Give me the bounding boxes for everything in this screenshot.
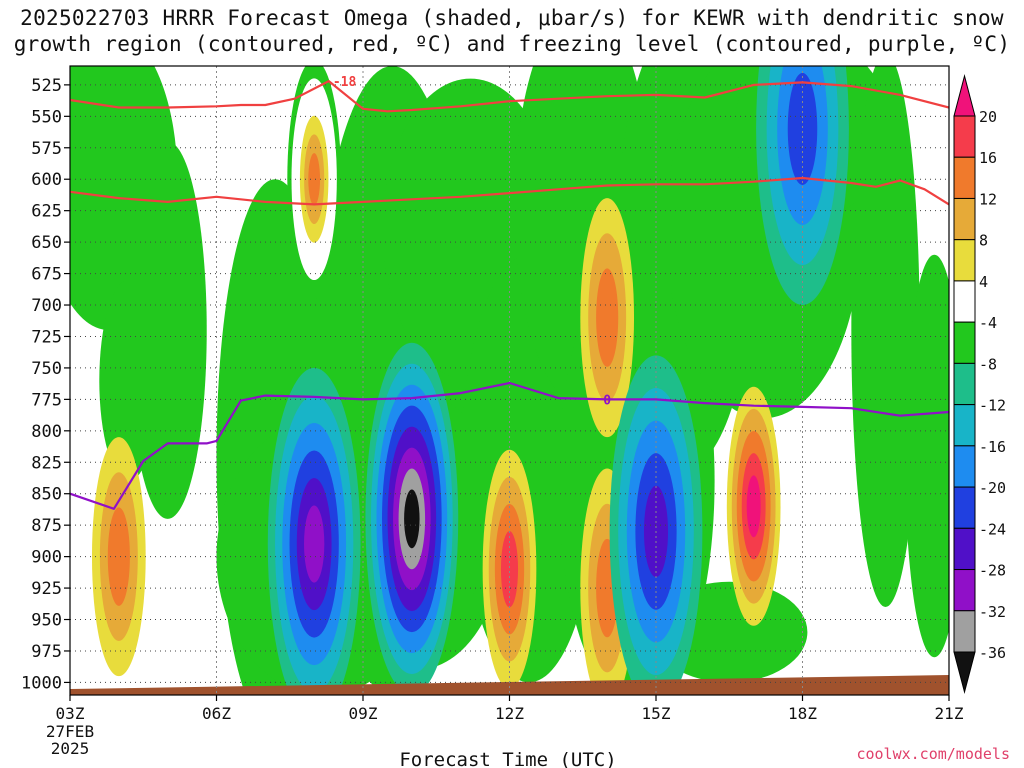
omega-feature-8 xyxy=(726,386,781,626)
y-tick-label-1: 550 xyxy=(31,107,62,127)
y-axis: 525 550 575 600 625 650 675 700 725 750 775 800 825 8… xyxy=(21,76,70,693)
colorbar-box-12 xyxy=(953,610,976,653)
colorbar-label-5: -4 xyxy=(979,314,997,332)
colorbar-label-11: -28 xyxy=(979,562,1006,580)
colorbar-box-11 xyxy=(953,569,976,612)
omega-level-5-2 xyxy=(596,268,619,367)
omega-region-2 xyxy=(128,141,207,519)
y-tick-label-19: 1000 xyxy=(21,673,62,693)
colorbar-label-0: 20 xyxy=(979,108,997,126)
contour-line-0 xyxy=(70,79,949,113)
omega-feature-0 xyxy=(287,66,342,299)
date-label-year: 2025 xyxy=(51,739,90,758)
colorbar-label-2: 12 xyxy=(979,190,997,208)
y-tick-label-7: 700 xyxy=(31,296,62,316)
colorbar-arrow-top xyxy=(953,74,976,117)
colorbar-box-5 xyxy=(953,321,976,364)
colorbar-box-3 xyxy=(953,239,976,282)
colorbar: 20 16 12 8 4 -4 -8 -12 -16 -20 -24 -28 -32 -36 xyxy=(953,74,1006,694)
colorbar-label-3: 8 xyxy=(979,232,988,250)
colorbar-box-2 xyxy=(953,197,976,241)
colorbar-label-9: -20 xyxy=(979,479,1006,497)
y-tick-label-0: 525 xyxy=(31,76,62,96)
site-credit: coolwx.com/models xyxy=(856,745,1010,763)
omega-level-8-4 xyxy=(746,475,761,538)
colorbar-box-6 xyxy=(953,362,976,406)
y-tick-label-4: 625 xyxy=(31,202,62,222)
y-tick-label-18: 975 xyxy=(31,642,62,662)
colorbar-box-1 xyxy=(953,156,976,199)
omega-level-0-5 xyxy=(308,153,321,206)
x-axis: 03Z 06Z 09Z 12Z 15Z 18Z 21Z xyxy=(56,695,964,723)
contour-line-1 xyxy=(70,176,949,206)
y-tick-label-11: 800 xyxy=(31,422,62,442)
contour-line-2 xyxy=(70,381,949,510)
chart-title-line-2: growth region (contoured, red, ºC) and f… xyxy=(13,32,1011,56)
colorbar-arrow-bottom xyxy=(953,651,976,694)
omega-level-3-7 xyxy=(404,489,420,549)
colorbar-box-0 xyxy=(953,115,976,158)
omega-level-1-2 xyxy=(107,507,130,606)
colorbar-label-10: -24 xyxy=(979,520,1006,538)
chart-title-line-1: 2025022703 HRRR Forecast Omega (shaded, … xyxy=(20,6,1004,30)
plot-area: -18 0 xyxy=(69,65,950,696)
omega-level-9-3 xyxy=(787,72,818,185)
colorbar-box-10 xyxy=(953,527,976,571)
colorbar-box-4 xyxy=(953,280,976,323)
x-tick-label-0: 03Z xyxy=(56,704,85,723)
omega-feature-7 xyxy=(609,355,703,695)
y-tick-label-17: 950 xyxy=(31,611,62,631)
y-tick-label-3: 600 xyxy=(31,170,62,190)
contour-label-2: 0 xyxy=(603,393,611,408)
x-tick-label-1: 06Z xyxy=(202,704,231,723)
omega-feature-3 xyxy=(365,342,459,695)
x-tick-label-3: 12Z xyxy=(495,704,524,723)
omega-region-15 xyxy=(905,254,949,658)
omega-feature-1 xyxy=(91,437,146,677)
x-tick-label-4: 15Z xyxy=(642,704,671,723)
colorbar-label-7: -12 xyxy=(979,397,1006,415)
terrain-shading xyxy=(70,675,949,695)
y-tick-label-12: 825 xyxy=(31,453,62,473)
colorbar-label-4: 4 xyxy=(979,273,988,291)
x-axis-title: Forecast Time (UTC) xyxy=(399,749,616,768)
colorbar-label-1: 16 xyxy=(979,149,997,167)
date-label-day: 27FEB xyxy=(46,722,94,741)
y-tick-label-10: 775 xyxy=(31,390,62,410)
omega-feature-2 xyxy=(267,367,361,695)
x-tick-label-6: 21Z xyxy=(935,704,964,723)
y-tick-label-16: 925 xyxy=(31,579,62,599)
x-tick-label-2: 09Z xyxy=(349,704,378,723)
colorbar-label-13: -36 xyxy=(979,644,1006,662)
omega-feature-5 xyxy=(580,198,635,438)
omega-level-2-5 xyxy=(304,505,325,583)
omega-feature-9 xyxy=(756,66,849,305)
omega-field xyxy=(70,66,949,695)
x-tick-label-5: 18Z xyxy=(788,704,817,723)
y-tick-label-2: 575 xyxy=(31,139,62,159)
colorbar-label-12: -32 xyxy=(979,603,1006,621)
y-tick-label-6: 675 xyxy=(31,265,62,285)
colorbar-box-8 xyxy=(953,445,976,488)
contour-label-0: -18 xyxy=(333,75,357,90)
y-tick-label-8: 725 xyxy=(31,327,62,347)
y-tick-label-5: 650 xyxy=(31,233,62,253)
temperature-contours: -18 0 xyxy=(70,75,949,510)
y-tick-label-9: 750 xyxy=(31,359,62,379)
colorbar-label-8: -16 xyxy=(979,438,1006,456)
colorbar-box-9 xyxy=(953,486,976,529)
colorbar-box-7 xyxy=(953,404,976,447)
y-tick-label-15: 900 xyxy=(31,548,62,568)
y-tick-label-13: 850 xyxy=(31,485,62,505)
colorbar-label-6: -8 xyxy=(979,355,997,373)
omega-feature-4 xyxy=(482,449,537,689)
y-tick-label-14: 875 xyxy=(31,516,62,536)
